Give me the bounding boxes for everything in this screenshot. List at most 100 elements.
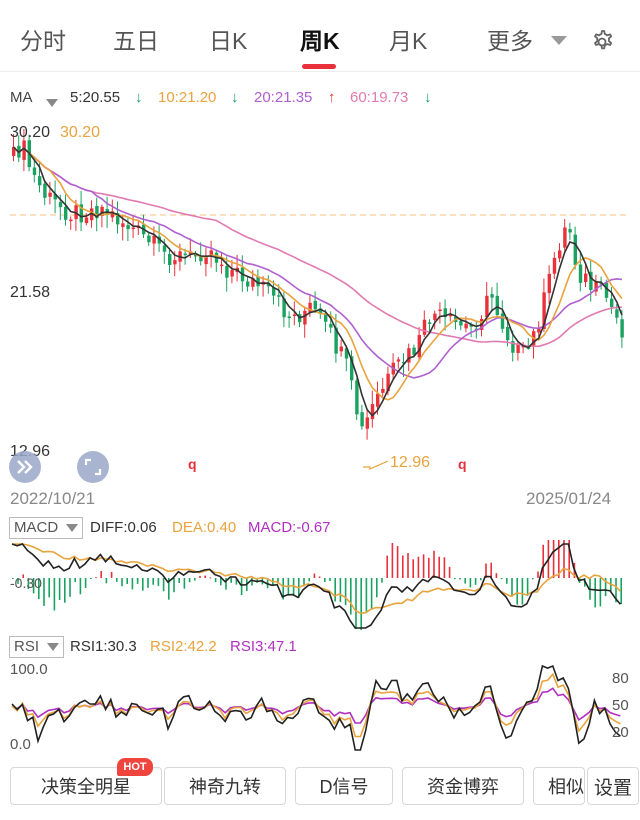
gear-icon[interactable] xyxy=(588,27,616,55)
macd-bar xyxy=(511,578,513,597)
fund-game-button[interactable]: 资金博弈 xyxy=(402,767,524,805)
macd-bar xyxy=(100,570,102,578)
rsi-selector[interactable]: RSI xyxy=(9,636,65,658)
price-axis-mid: 21.58 xyxy=(10,284,51,301)
similar-k-button[interactable]: 相似K线 xyxy=(533,767,585,805)
candle xyxy=(324,313,328,322)
macd-bar xyxy=(438,556,440,578)
candle xyxy=(147,235,151,243)
candle xyxy=(448,314,453,317)
candle xyxy=(485,295,489,318)
macd-bar xyxy=(594,578,596,608)
macd-bar xyxy=(43,578,45,606)
candle xyxy=(334,327,338,354)
chevron-down-icon[interactable] xyxy=(551,36,567,45)
rsi-level-50: 50 xyxy=(612,697,629,714)
candle xyxy=(402,361,406,364)
candle xyxy=(495,295,499,316)
macd-bar xyxy=(490,562,492,578)
macd-bar xyxy=(563,540,565,578)
macd-selector[interactable]: MACD xyxy=(9,517,84,539)
macd-bar xyxy=(157,578,160,586)
candle xyxy=(594,280,598,292)
macd-bar xyxy=(537,571,539,578)
macd-bar xyxy=(110,571,113,578)
candle xyxy=(516,344,520,353)
macd-bar xyxy=(251,578,253,586)
candlestick-chart[interactable] xyxy=(0,118,640,478)
high-price-marker: 30.20 xyxy=(60,124,101,141)
expand-sidebar-button[interactable] xyxy=(9,451,41,483)
macd-axis-label: -0.30 xyxy=(10,575,42,591)
tab-weekly-k[interactable]: 周K xyxy=(300,28,340,54)
settings-button[interactable]: 设置 xyxy=(587,767,639,805)
magic-nine-button[interactable]: 神奇九转 xyxy=(164,767,286,805)
candle xyxy=(204,255,208,265)
macd-bar xyxy=(615,578,617,603)
candle xyxy=(220,264,224,267)
candle xyxy=(604,282,609,298)
macd-chart[interactable] xyxy=(0,540,640,630)
d-signal-button[interactable]: D信号 xyxy=(295,767,393,805)
candle xyxy=(459,320,463,326)
macd-bar xyxy=(27,578,30,590)
tab-daily-k[interactable]: 日K xyxy=(209,28,248,54)
macd-bar xyxy=(417,556,420,578)
candle xyxy=(350,356,354,381)
candle xyxy=(599,283,603,285)
candle xyxy=(542,292,546,329)
macd-bar xyxy=(334,578,336,602)
macd-bar xyxy=(526,578,529,596)
tab-monthly-k[interactable]: 月K xyxy=(389,28,428,54)
candle xyxy=(552,257,557,274)
tab-more[interactable]: 更多 xyxy=(487,28,533,54)
macd-bar xyxy=(188,578,191,583)
signal-marker-q1: q xyxy=(188,456,197,472)
macd-bar xyxy=(32,578,35,594)
candle xyxy=(292,314,297,317)
candle xyxy=(433,313,437,320)
candle xyxy=(464,323,468,329)
macd-bar xyxy=(604,578,607,597)
candle xyxy=(152,235,156,244)
macd-bar xyxy=(199,575,201,578)
candle xyxy=(360,412,364,427)
candle xyxy=(32,167,37,175)
macd-bar xyxy=(365,578,368,614)
macd-bar xyxy=(350,578,352,615)
macd-bar xyxy=(162,578,165,592)
candle xyxy=(610,298,614,308)
candle xyxy=(329,323,333,328)
candle xyxy=(266,282,271,287)
dea-line xyxy=(12,543,621,615)
tool-button-bar: 决策全明星 神奇九转 D信号 资金博弈 相似K线 设置 xyxy=(0,762,640,820)
ma-selector[interactable]: MA xyxy=(10,89,33,106)
macd-bar xyxy=(53,578,56,611)
macd-bar xyxy=(568,540,570,578)
macd-bar xyxy=(22,574,24,578)
candle xyxy=(64,206,68,220)
macd-bar xyxy=(376,578,378,598)
candle xyxy=(547,273,551,294)
macd-bar xyxy=(474,578,477,585)
rsi-chart[interactable] xyxy=(0,660,640,756)
candle xyxy=(287,316,291,319)
active-tab-indicator xyxy=(302,64,336,69)
candle xyxy=(282,298,286,318)
fullscreen-button[interactable] xyxy=(77,451,109,483)
macd-bar xyxy=(402,555,404,578)
candle xyxy=(490,294,494,298)
candle xyxy=(100,206,104,217)
candle xyxy=(277,295,281,297)
ma-selector-dropdown-icon[interactable] xyxy=(46,94,58,111)
macd-dropdown-icon xyxy=(66,524,79,532)
macd-bar xyxy=(183,578,186,589)
candle xyxy=(511,341,515,353)
macd-bar xyxy=(95,577,97,579)
macd-bar xyxy=(17,578,19,584)
macd-bar xyxy=(126,578,128,585)
tab-intraday[interactable]: 分时 xyxy=(20,28,66,54)
macd-bar xyxy=(116,578,118,582)
tab-five-day[interactable]: 五日 xyxy=(113,28,159,54)
macd-histogram xyxy=(12,540,622,630)
